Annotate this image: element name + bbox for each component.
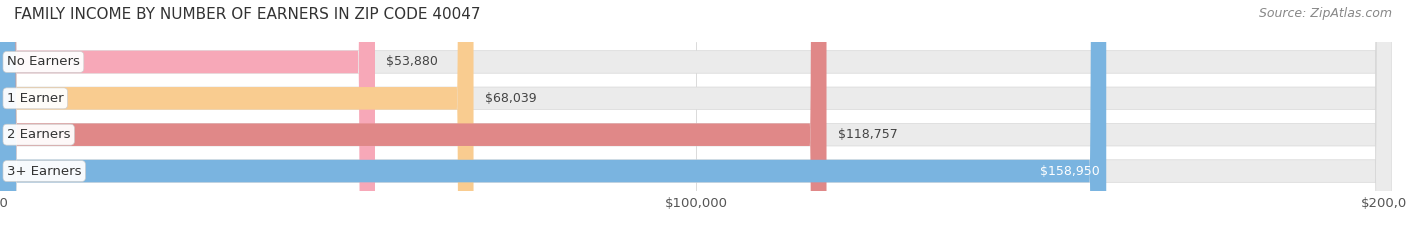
FancyBboxPatch shape <box>0 0 827 233</box>
Text: $68,039: $68,039 <box>485 92 536 105</box>
Text: 3+ Earners: 3+ Earners <box>7 164 82 178</box>
Text: $118,757: $118,757 <box>838 128 897 141</box>
Text: No Earners: No Earners <box>7 55 80 69</box>
Text: 1 Earner: 1 Earner <box>7 92 63 105</box>
Text: $158,950: $158,950 <box>1039 164 1099 178</box>
Text: 2 Earners: 2 Earners <box>7 128 70 141</box>
Text: Source: ZipAtlas.com: Source: ZipAtlas.com <box>1258 7 1392 20</box>
Text: FAMILY INCOME BY NUMBER OF EARNERS IN ZIP CODE 40047: FAMILY INCOME BY NUMBER OF EARNERS IN ZI… <box>14 7 481 22</box>
Text: $53,880: $53,880 <box>387 55 439 69</box>
FancyBboxPatch shape <box>0 0 375 233</box>
FancyBboxPatch shape <box>0 0 474 233</box>
FancyBboxPatch shape <box>0 0 1107 233</box>
